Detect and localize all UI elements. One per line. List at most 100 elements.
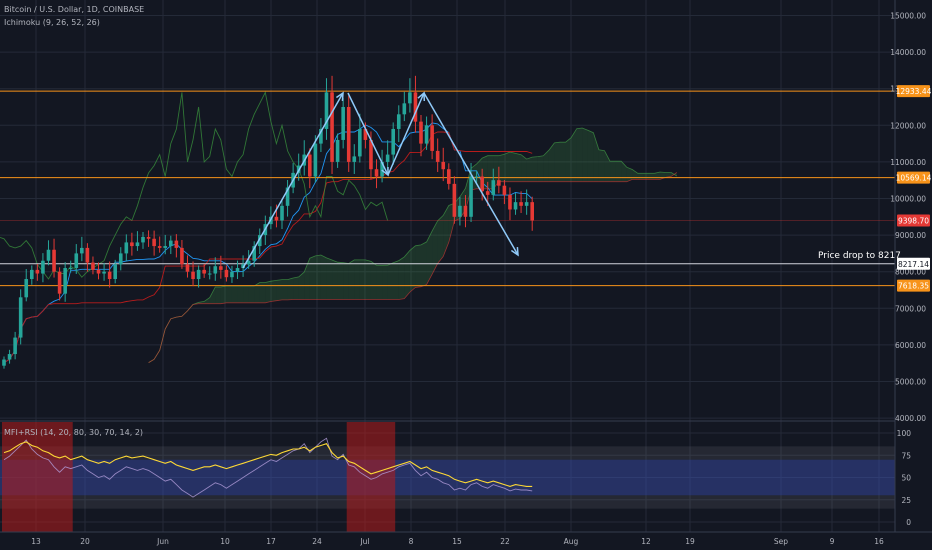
trend-arrow bbox=[347, 92, 389, 176]
y-tick-label: 4000.00 bbox=[895, 414, 926, 423]
candle-body bbox=[224, 269, 229, 278]
candle-body bbox=[452, 183, 457, 217]
cloud-segment bbox=[532, 156, 538, 182]
cloud-segment bbox=[243, 286, 249, 303]
cloud-segment bbox=[259, 282, 266, 303]
ichimoku-cloud bbox=[148, 127, 678, 363]
candle-body bbox=[491, 180, 496, 195]
x-tick-label: Sep bbox=[774, 537, 788, 546]
candle-body bbox=[118, 253, 123, 265]
ichimoku-legend[interactable]: Ichimoku (9, 26, 52, 26) bbox=[4, 18, 100, 27]
cloud-segment bbox=[220, 286, 227, 304]
candle-body bbox=[213, 266, 218, 274]
candle-body bbox=[52, 249, 56, 272]
cloud-segment bbox=[293, 276, 299, 300]
osc-tick-label: 75 bbox=[901, 451, 911, 460]
cloud-segment bbox=[231, 286, 238, 303]
candle-body bbox=[180, 247, 184, 265]
cloud-segment bbox=[515, 153, 522, 182]
cloud-segment bbox=[548, 142, 555, 182]
cloud-segment bbox=[365, 259, 371, 300]
candle-body bbox=[185, 264, 190, 272]
cloud-segment bbox=[637, 173, 644, 180]
cloud-segment bbox=[521, 154, 527, 182]
candle-body bbox=[285, 187, 290, 206]
candle-body bbox=[485, 191, 490, 195]
candle-body bbox=[497, 180, 501, 186]
x-tick-label: 15 bbox=[452, 537, 462, 546]
candle-body bbox=[130, 242, 134, 247]
span-b-line bbox=[148, 172, 678, 363]
cloud-segment bbox=[543, 150, 549, 182]
candle-body bbox=[30, 269, 34, 280]
price-drop-annotation[interactable]: Price drop to 8217 bbox=[818, 251, 901, 261]
candle-body bbox=[63, 268, 67, 294]
candle-body bbox=[502, 185, 507, 195]
candle-body bbox=[363, 128, 368, 140]
candle-body bbox=[235, 268, 240, 272]
cloud-segment bbox=[598, 149, 605, 182]
mfi-line bbox=[3, 441, 533, 487]
cloud-segment bbox=[282, 279, 288, 300]
candle-body bbox=[241, 264, 245, 269]
candle-body bbox=[219, 266, 223, 270]
rsi-line bbox=[3, 437, 533, 498]
x-tick-label: 24 bbox=[312, 537, 322, 546]
cloud-segment bbox=[370, 261, 377, 300]
candle-body bbox=[163, 246, 168, 248]
cloud-segment bbox=[343, 262, 349, 300]
candle-body bbox=[57, 271, 62, 294]
candle-body bbox=[102, 271, 106, 274]
candle-body bbox=[313, 143, 318, 177]
candle-body bbox=[524, 202, 529, 206]
price-label: 12933.44 bbox=[896, 87, 932, 96]
cloud-segment bbox=[665, 172, 672, 178]
cloud-segment bbox=[498, 154, 505, 182]
cloud-segment bbox=[315, 254, 321, 300]
cloud-segment bbox=[537, 155, 544, 182]
x-tick-label: 8 bbox=[409, 537, 414, 546]
candle-body bbox=[2, 359, 6, 366]
candle-body bbox=[152, 238, 156, 247]
candle-body bbox=[458, 205, 462, 217]
cloud-segment bbox=[265, 281, 271, 303]
symbol-title[interactable]: Bitcoin / U.S. Dollar, 1D, COINBASE bbox=[4, 5, 145, 14]
y-tick-label: 12000.00 bbox=[890, 121, 926, 130]
price-label-box bbox=[897, 214, 930, 227]
kijun-line bbox=[3, 131, 533, 363]
cloud-segment bbox=[204, 297, 210, 304]
cloud-segment bbox=[387, 262, 394, 300]
cloud-segment bbox=[409, 245, 416, 293]
horizontal-levels[interactable] bbox=[0, 90, 895, 287]
candle-body bbox=[124, 242, 129, 254]
cloud-segment bbox=[415, 244, 421, 288]
trend-arrows[interactable] bbox=[242, 91, 519, 269]
mfi-rsi-legend[interactable]: MFI+RSI (14, 20, 80, 30, 70, 14, 2) bbox=[4, 428, 144, 437]
cloud-segment bbox=[615, 161, 622, 182]
cloud-segment bbox=[382, 265, 388, 300]
mfi-rsi-panel bbox=[0, 422, 895, 532]
trend-arrow bbox=[423, 92, 519, 256]
candle-body bbox=[230, 271, 234, 278]
cloud-segment bbox=[376, 265, 383, 300]
cloud-segment bbox=[254, 282, 260, 303]
price-label: 8217.14 bbox=[898, 260, 929, 269]
candle-body bbox=[174, 240, 179, 248]
candle-body bbox=[385, 154, 390, 162]
candles bbox=[2, 75, 534, 369]
candle-body bbox=[85, 247, 90, 263]
candle-body bbox=[508, 194, 512, 210]
cloud-segment bbox=[504, 152, 510, 182]
cloud-segment bbox=[304, 258, 310, 300]
candle-body bbox=[157, 246, 162, 248]
candle-body bbox=[335, 139, 340, 162]
trend-arrow-head bbox=[510, 246, 519, 257]
cloud-segment bbox=[248, 286, 255, 303]
cloud-segment bbox=[287, 277, 294, 300]
candle-body bbox=[463, 205, 468, 217]
trend-arrow-head bbox=[335, 91, 344, 102]
cloud-segment bbox=[393, 260, 399, 300]
candle-body bbox=[191, 271, 195, 280]
overbought-highlight bbox=[2, 422, 73, 532]
